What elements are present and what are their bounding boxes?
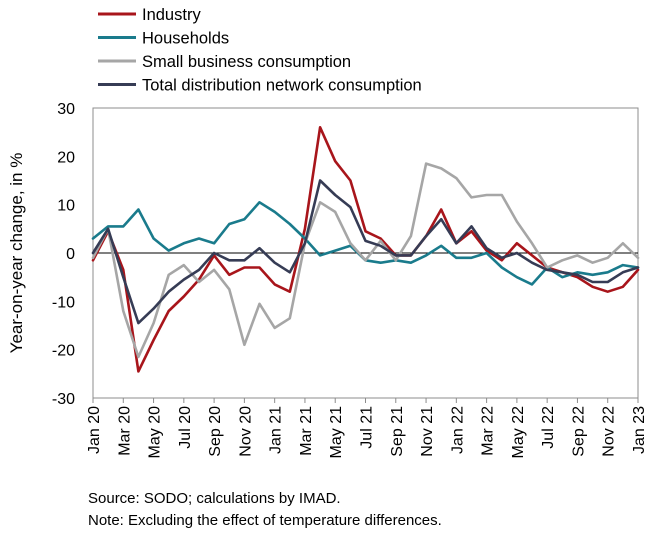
series-lines xyxy=(91,126,640,373)
x-tick-label: Mar 22 xyxy=(480,406,497,456)
y-tick-label: 30 xyxy=(57,101,75,118)
y-tick-label: -10 xyxy=(52,294,75,311)
x-tick-label: Jan 20 xyxy=(86,406,103,454)
x-tick-label: Nov 20 xyxy=(237,406,254,457)
legend-label: Households xyxy=(142,30,229,48)
x-tick-label: Nov 21 xyxy=(419,406,436,457)
x-tick-label: Nov 22 xyxy=(601,406,618,457)
x-tick-label: May 20 xyxy=(147,406,164,459)
x-tick-label: May 22 xyxy=(510,406,527,459)
plot-area xyxy=(92,107,639,399)
chart-legend: Industry Households Small business consump… xyxy=(98,6,422,95)
y-tick-label: 0 xyxy=(66,246,75,263)
x-tick-label: Sep 21 xyxy=(389,406,406,457)
series-line-industry xyxy=(91,126,640,373)
x-tick-label: Jan 21 xyxy=(268,406,285,454)
x-tick-label: Sep 20 xyxy=(207,406,224,457)
y-tick-label: 10 xyxy=(57,198,75,215)
footnote: Note: Excluding the effect of temperatur… xyxy=(88,512,442,529)
source-note: Source: SODO; calculations by IMAD. xyxy=(88,490,341,507)
x-tick-label: Mar 21 xyxy=(298,406,315,456)
legend-label: Industry xyxy=(142,6,201,24)
legend-label: Total distribution network consumption xyxy=(142,77,422,95)
x-tick-label: Jul 22 xyxy=(540,406,557,449)
x-tick-label: Jul 21 xyxy=(359,406,376,449)
x-tick-label: May 21 xyxy=(328,406,345,459)
series-line-total-distribution-network-consumption xyxy=(91,179,640,325)
y-axis: -30 -20 -10 0 10 20 30 xyxy=(52,101,75,408)
legend-label: Small business consumption xyxy=(142,53,351,71)
series-line-small-business-consumption xyxy=(91,162,640,359)
y-axis-label: Year-on-year change, in % xyxy=(7,153,26,354)
x-tick-label: Mar 20 xyxy=(116,406,133,456)
y-tick-label: -20 xyxy=(52,343,75,360)
x-tick-label: Jan 22 xyxy=(449,406,466,454)
y-tick-label: -30 xyxy=(52,391,75,408)
y-tick-label: 20 xyxy=(57,149,75,166)
x-tick-label: Jul 20 xyxy=(177,406,194,449)
x-tick-label: Sep 22 xyxy=(570,406,587,457)
x-axis: Jan 20 Mar 20 May 20 Jul 20 Sep 20 Nov 20 Jan … xyxy=(86,398,648,458)
x-tick-label: Jan 23 xyxy=(631,406,648,454)
